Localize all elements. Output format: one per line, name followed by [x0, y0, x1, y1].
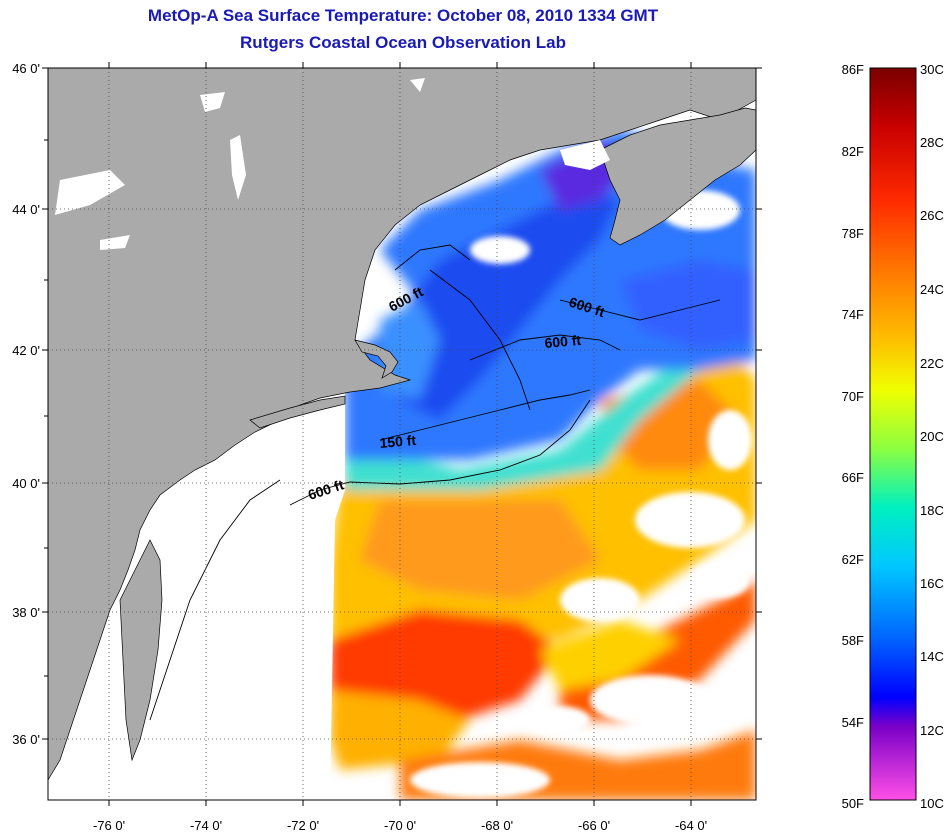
- colorbar-f-label: 70F: [841, 389, 864, 404]
- colorbar-f-label: 50F: [841, 796, 864, 811]
- colorbar-c-label: 30C: [920, 62, 944, 77]
- colorbar-f-label: 58F: [841, 633, 864, 648]
- lat-label: 42 0': [12, 343, 40, 358]
- colorbar-f-label: 86F: [841, 62, 864, 77]
- lakes: [55, 78, 425, 250]
- land-mass: [48, 68, 756, 781]
- colorbar-f-label: 54F: [841, 715, 864, 730]
- colorbar-c-label: 16C: [920, 576, 944, 591]
- colorbar-c-label: 20C: [920, 429, 944, 444]
- lon-label: -74 0': [189, 818, 223, 833]
- map-frame: [47, 67, 757, 801]
- lon-label: -72 0': [286, 818, 320, 833]
- colorbar-f-label: 62F: [841, 552, 864, 567]
- bathymetry-contours: [149, 244, 721, 721]
- lon-label: -68 0': [480, 818, 514, 833]
- colorbar-c-label: 18C: [920, 503, 944, 518]
- lon-label: -66 0': [577, 818, 611, 833]
- map-subtitle: Rutgers Coastal Ocean Observation Lab: [240, 33, 566, 52]
- colorbar-f-label: 66F: [841, 470, 864, 485]
- colorbar-f-label: 78F: [841, 226, 864, 241]
- colorbar-c-label: 24C: [920, 282, 944, 297]
- colorbar-c-label: 14C: [920, 649, 944, 664]
- colorbar-f-label: 82F: [841, 144, 864, 159]
- contour-label: 150 ft: [379, 432, 417, 451]
- lat-label: 36 0': [12, 732, 40, 747]
- colorbar-c-label: 26C: [920, 208, 944, 223]
- colorbar-c-label: 12C: [920, 723, 944, 738]
- colorbar-c-label: 28C: [920, 135, 944, 150]
- colorbar-c-label: 22C: [920, 356, 944, 371]
- lon-label: -76 0': [92, 818, 126, 833]
- axis-ticks: [42, 62, 762, 806]
- contour-label: 600 ft: [544, 332, 582, 351]
- colorbar: [869, 67, 917, 801]
- lon-label: -70 0': [383, 818, 417, 833]
- lon-label: -64 0': [674, 818, 708, 833]
- cloud-patches: [410, 190, 752, 798]
- map-title: MetOp-A Sea Surface Temperature: October…: [147, 6, 659, 25]
- lat-label: 46 0': [12, 61, 40, 76]
- colorbar-f-label: 74F: [841, 307, 864, 322]
- lat-label: 44 0': [12, 202, 40, 217]
- colorbar-c-label: 10C: [920, 796, 944, 811]
- lat-label: 38 0': [12, 605, 40, 620]
- lat-label: 40 0': [12, 476, 40, 491]
